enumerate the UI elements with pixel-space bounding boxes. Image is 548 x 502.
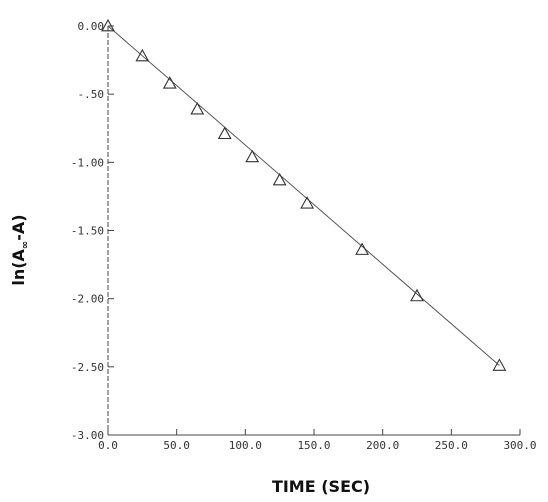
data-point-triangle: [190, 102, 205, 115]
y-tick-label: -2.00: [71, 293, 104, 306]
y-axis-title-post: -A): [9, 214, 28, 240]
y-axis-title-sub: ∞: [20, 241, 31, 249]
data-point-triangle: [245, 149, 260, 163]
y-tick-label: -3.00: [71, 429, 104, 442]
x-axis-ticks: 0.0 50.0 100.0 150.0 200.0 250.0 300.0: [98, 429, 537, 452]
axes: [107, 26, 520, 436]
x-tick-label: 150.0: [297, 439, 330, 452]
data-point-triangle: [101, 18, 115, 32]
y-tick-label: -2.50: [71, 361, 104, 374]
x-tick-label: 300.0: [503, 439, 536, 452]
data-point-triangle: [217, 126, 232, 140]
data-point-triangle: [355, 242, 370, 255]
data-point-triangle: [272, 172, 287, 186]
y-tick-label: -1.50: [71, 225, 104, 238]
y-axis-ticks: 0.00 -.50 -1.00 -1.50 -2.00 -2.50 -3.00: [71, 20, 114, 442]
data-point-triangle: [162, 76, 177, 89]
data-points: [101, 18, 507, 371]
data-point-triangle: [300, 196, 315, 209]
fit-line-group: [107, 25, 500, 366]
y-axis-title-pre: ln(A: [9, 248, 28, 285]
y-tick-label: -1.00: [71, 156, 104, 169]
x-axis-title: TIME (SEC): [272, 477, 370, 496]
x-tick-label: 200.0: [366, 439, 399, 452]
fit-line: [107, 25, 500, 366]
data-point-triangle: [135, 48, 150, 62]
y-tick-label: -.50: [78, 88, 105, 101]
x-tick-label: 250.0: [435, 439, 468, 452]
y-tick-label: 0.00: [78, 20, 105, 33]
x-tick-label: 0.0: [98, 439, 118, 452]
x-tick-label: 50.0: [163, 439, 190, 452]
y-axis-title: ln(A∞-A): [9, 214, 31, 285]
data-point-triangle: [492, 358, 507, 371]
x-tick-label: 100.0: [229, 439, 262, 452]
data-point-triangle: [410, 288, 424, 302]
